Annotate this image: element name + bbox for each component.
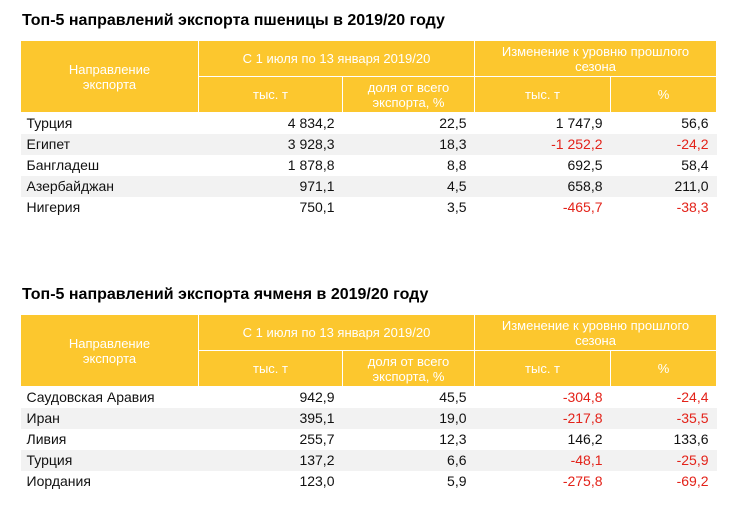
change-pct-cell: 56,6	[610, 112, 717, 134]
header-period: С 1 июля по 13 января 2019/20	[197, 40, 476, 77]
share-cell: 18,3	[342, 134, 475, 155]
change-pct-cell: -24,2	[610, 134, 717, 155]
header-share: доля от всего экспорта, %	[341, 350, 476, 387]
share-cell: 19,0	[342, 408, 475, 429]
header-direction: Направление экспорта	[20, 314, 199, 387]
barley-export-table: Направление экспорта С 1 июля по 13 янва…	[20, 314, 718, 492]
wheat-export-table: Направление экспорта С 1 июля по 13 янва…	[20, 40, 718, 218]
volume-cell: 4 834,2	[198, 112, 343, 134]
header-change-thousand-t: тыс. т	[474, 350, 612, 387]
change-pct-cell: 211,0	[610, 176, 717, 197]
change-t-cell: 692,5	[567, 157, 603, 173]
wheat-table-title: Топ-5 направлений экспорта пшеницы в 201…	[22, 12, 445, 29]
header-change-pct: %	[610, 76, 718, 113]
header-period: С 1 июля по 13 января 2019/20	[197, 314, 476, 351]
table-row: Ливия 255,7 12,3 146,2 133,6	[21, 429, 717, 450]
share-cell: 22,5	[342, 112, 475, 134]
change-pct-cell: -38,3	[676, 199, 709, 215]
volume-cell: 750,1	[299, 199, 335, 215]
country-cell: Ливия	[26, 431, 67, 447]
change-t-cell: 1 747,9	[474, 112, 611, 134]
share-cell: 6,6	[342, 450, 475, 471]
header-thousand-t: тыс. т	[198, 350, 343, 387]
volume-cell: 1 878,8	[287, 157, 335, 173]
table-row: Азербайджан 971,1 4,5 658,8 211,0	[20, 176, 717, 197]
country-cell: Турция	[20, 450, 199, 471]
header-change: Изменение к уровню прошлого сезона	[474, 40, 718, 77]
country-cell: Иран	[20, 408, 199, 429]
header-thousand-t: тыс. т	[198, 76, 343, 113]
header-share: доля от всего экспорта, %	[341, 76, 476, 113]
volume-cell: 395,1	[198, 408, 343, 429]
volume-cell: 255,7	[299, 431, 335, 447]
country-cell: Азербайджан	[20, 176, 199, 197]
country-cell: Иордания	[26, 473, 91, 489]
barley-table-title: Топ-5 направлений экспорта ячменя в 2019…	[22, 286, 429, 303]
volume-cell: 3 928,3	[198, 134, 343, 155]
header-direction: Направление экспорта	[20, 40, 199, 113]
change-pct-cell: -24,4	[610, 386, 717, 408]
table-row: Бангладеш 1 878,8 8,8 692,5 58,4	[21, 155, 717, 176]
table-row: Саудовская Аравия 942,9 45,5 -304,8 -24,…	[20, 386, 717, 408]
country-cell: Саудовская Аравия	[20, 386, 199, 408]
volume-cell: 123,0	[299, 473, 335, 489]
share-cell: 5,9	[447, 473, 467, 489]
change-pct-cell: 58,4	[681, 157, 709, 173]
change-pct-cell: -35,5	[610, 408, 717, 429]
change-pct-cell: 133,6	[673, 431, 709, 447]
volume-cell: 971,1	[198, 176, 343, 197]
change-t-cell: -48,1	[474, 450, 611, 471]
volume-cell: 137,2	[198, 450, 343, 471]
change-t-cell: -465,7	[562, 199, 603, 215]
change-t-cell: -217,8	[474, 408, 611, 429]
change-t-cell: 658,8	[474, 176, 611, 197]
country-cell: Нигерия	[26, 199, 81, 215]
share-cell: 45,5	[342, 386, 475, 408]
change-t-cell: -304,8	[474, 386, 611, 408]
change-pct-cell: -25,9	[610, 450, 717, 471]
table-row: Египет 3 928,3 18,3 -1 252,2 -24,2	[20, 134, 717, 155]
share-cell: 8,8	[447, 157, 467, 173]
table-row: Нигерия 750,1 3,5 -465,7 -38,3	[21, 197, 717, 218]
table-row: Турция 4 834,2 22,5 1 747,9 56,6	[20, 112, 717, 134]
share-cell: 3,5	[447, 199, 467, 215]
share-cell: 12,3	[439, 431, 467, 447]
header-change-thousand-t: тыс. т	[474, 76, 612, 113]
table-row: Иордания 123,0 5,9 -275,8 -69,2	[21, 471, 717, 492]
change-t-cell: -1 252,2	[474, 134, 611, 155]
share-cell: 4,5	[342, 176, 475, 197]
country-cell: Бангладеш	[26, 157, 100, 173]
header-change: Изменение к уровню прошлого сезона	[474, 314, 718, 351]
change-pct-cell: -69,2	[676, 473, 709, 489]
country-cell: Турция	[20, 112, 199, 134]
change-t-cell: 146,2	[567, 431, 603, 447]
country-cell: Египет	[20, 134, 199, 155]
volume-cell: 942,9	[198, 386, 343, 408]
table-row: Турция 137,2 6,6 -48,1 -25,9	[20, 450, 717, 471]
header-change-pct: %	[610, 350, 718, 387]
change-t-cell: -275,8	[562, 473, 603, 489]
table-row: Иран 395,1 19,0 -217,8 -35,5	[20, 408, 717, 429]
